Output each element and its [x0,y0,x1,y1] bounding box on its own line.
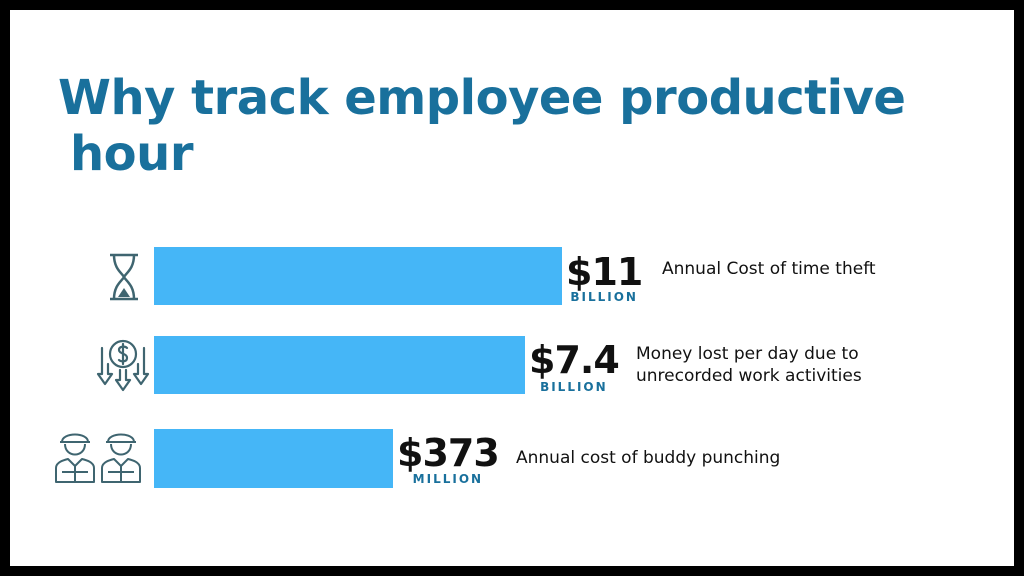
value-label-buddy-punching: $373 [397,431,500,475]
bar-buddy-punching [154,429,393,488]
desc-unrecorded-work-line-1: Money lost per day due to [636,344,859,364]
money-loss-icon [96,339,150,392]
unit-label-unrecorded-work: BILLION [540,380,608,394]
page-title: Why track employee productive hour [58,70,958,182]
title-line-2: hour [70,126,194,182]
desc-time-theft-line-1: Annual Cost of time theft [662,259,876,279]
desc-time-theft: Annual Cost of time theft [662,258,876,280]
value-label-time-theft: $11 [566,250,643,294]
unit-label-time-theft: BILLION [570,290,638,304]
desc-unrecorded-work: Money lost per day due to unrecorded wor… [636,343,862,387]
bar-time-theft [154,247,562,305]
desc-buddy-punching-line-1: Annual cost of buddy punching [516,448,781,468]
desc-unrecorded-work-line-2: unrecorded work activities [636,366,862,386]
unit-label-buddy-punching: MILLION [412,472,484,486]
value-label-unrecorded-work: $7.4 [529,338,620,382]
title-line-1: Why track employee productive [58,70,906,126]
hourglass-icon [110,253,138,301]
workers-icon [55,433,141,483]
bar-unrecorded-work [154,336,525,394]
desc-buddy-punching: Annual cost of buddy punching [516,447,780,469]
